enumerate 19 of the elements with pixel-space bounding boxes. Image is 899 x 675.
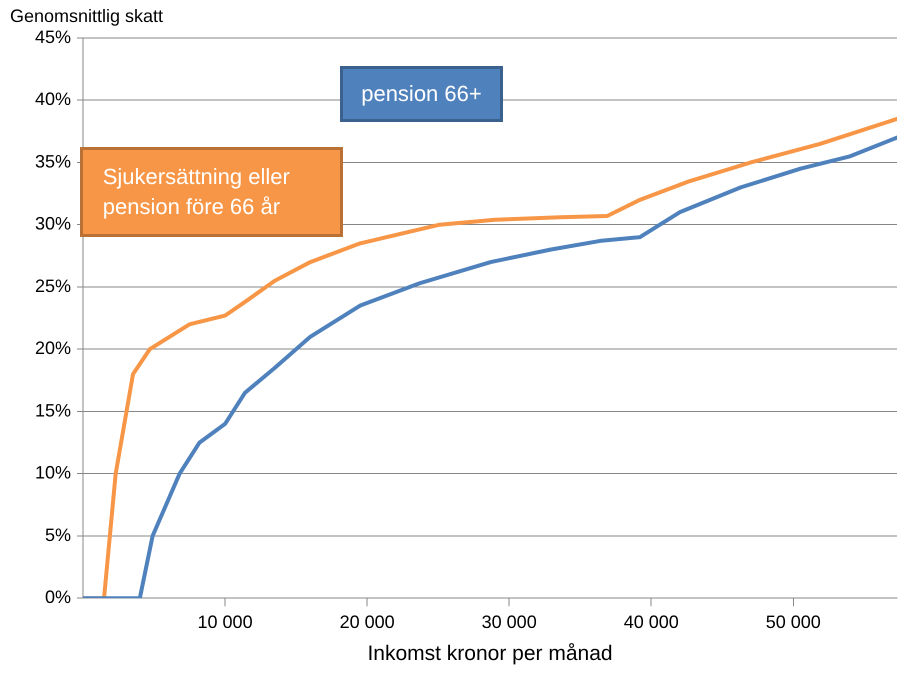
caption-box: pension 66+ bbox=[340, 66, 503, 122]
y-tick-label: 25% bbox=[34, 276, 71, 296]
y-tick-label: 0% bbox=[44, 587, 71, 608]
y-tick-label: 35% bbox=[34, 151, 71, 172]
x-tick-label: 30 000 bbox=[482, 612, 537, 632]
x-tick-label: 40 000 bbox=[624, 612, 679, 632]
caption-box: Sjukersättning eller pension före 66 år bbox=[80, 147, 343, 238]
y-tick-label: 5% bbox=[44, 524, 71, 545]
x-tick-label: 10 000 bbox=[198, 612, 253, 632]
y-tick-label: 30% bbox=[34, 214, 71, 234]
y-tick-label: 45% bbox=[34, 26, 71, 47]
x-tick-label: 50 000 bbox=[766, 612, 821, 632]
y-tick-label: 15% bbox=[34, 400, 71, 420]
y-tick-label: 40% bbox=[34, 89, 71, 110]
y-axis-title: Genomsnittlig skatt bbox=[10, 6, 164, 26]
y-tick-label: 10% bbox=[34, 462, 71, 483]
x-axis-title: Inkomst kronor per månad bbox=[367, 642, 613, 666]
y-tick-label: 20% bbox=[34, 338, 71, 358]
x-tick-label: 20 000 bbox=[340, 612, 395, 632]
